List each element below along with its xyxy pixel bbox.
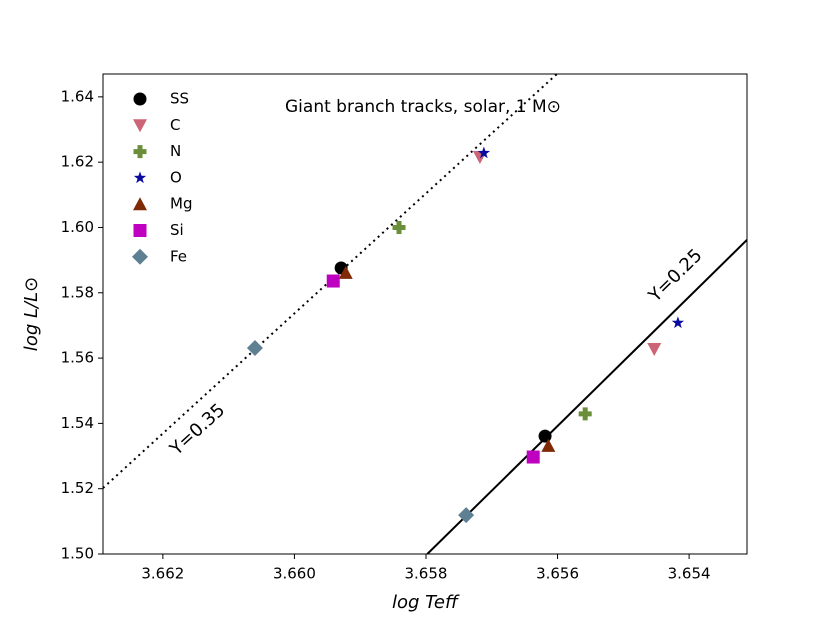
y-tick-label: 1.62	[61, 153, 94, 171]
legend-marker	[132, 248, 148, 265]
x-tick-label: 3.658	[405, 565, 448, 583]
y-tick-label: 1.58	[61, 283, 94, 301]
marker	[671, 316, 685, 329]
y-tick-label: 1.54	[61, 414, 94, 432]
legend-label: SS	[170, 90, 189, 108]
y-axis-label: log L/L⊙	[21, 277, 42, 351]
marker	[541, 438, 556, 452]
y-tick-label: 1.64	[61, 87, 94, 105]
marker	[538, 429, 552, 443]
y-tick-label: 1.50	[61, 545, 94, 563]
line-label: Y=0.25	[644, 245, 707, 307]
x-tick-label: 3.660	[273, 565, 316, 583]
marker	[647, 342, 662, 356]
x-tick-label: 3.654	[668, 565, 711, 583]
x-tick-label: 3.656	[536, 565, 579, 583]
x-tick-label: 3.662	[141, 565, 184, 583]
legend-label: C	[170, 116, 180, 134]
legend-label: Fe	[170, 247, 187, 265]
legend-label: Si	[170, 221, 184, 239]
marker	[392, 220, 406, 234]
marker	[477, 146, 491, 159]
legend-label: Mg	[170, 195, 192, 213]
legend-marker	[133, 197, 147, 211]
legend-marker	[133, 145, 147, 159]
marker	[458, 507, 475, 524]
chart-title: Giant branch tracks, solar, 1 M⊙	[285, 97, 561, 117]
track-line	[426, 239, 747, 554]
legend-marker	[133, 92, 147, 106]
legend-marker	[133, 224, 147, 237]
marker	[578, 407, 592, 421]
y-tick-label: 1.56	[61, 349, 94, 367]
y-tick-label: 1.60	[61, 218, 94, 236]
legend-label: O	[170, 168, 182, 186]
x-axis-label: log Teff	[392, 592, 460, 613]
plot-frame	[102, 73, 748, 555]
marker	[246, 339, 263, 356]
marker	[326, 274, 340, 288]
line-label: Y=0.35	[165, 400, 229, 461]
y-tick-label: 1.52	[61, 479, 94, 497]
legend-marker	[133, 171, 147, 184]
legend-marker	[133, 119, 147, 133]
plot-area	[103, 74, 747, 554]
marker	[338, 265, 353, 279]
marker	[526, 450, 540, 464]
legend-label: N	[170, 142, 181, 160]
